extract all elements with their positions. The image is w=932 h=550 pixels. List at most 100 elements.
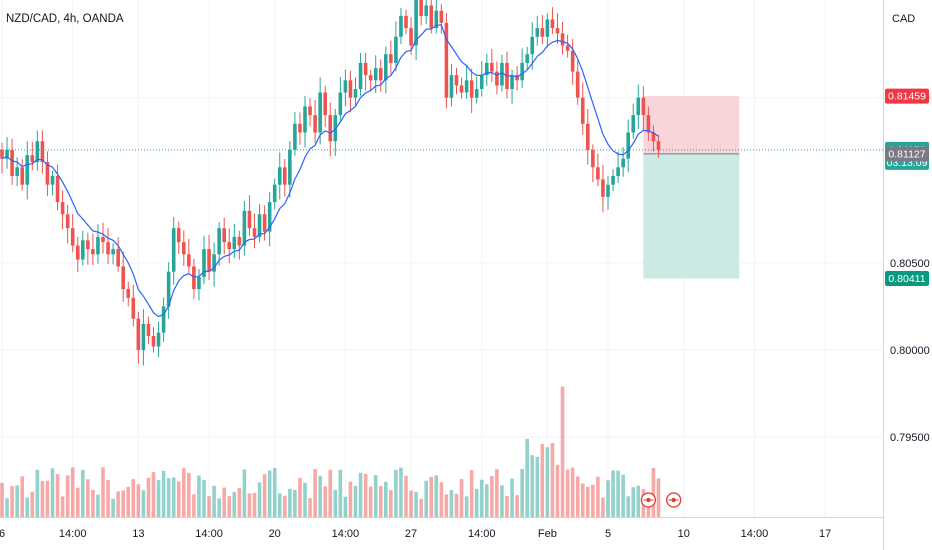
candle-body (631, 115, 636, 133)
volume-bar (626, 496, 630, 517)
price-tick-label: 0.79500 (890, 432, 930, 444)
volume-bar (575, 476, 580, 517)
time-tick-label: 14:00 (332, 528, 360, 540)
candle-body (510, 75, 514, 89)
volume-bar (429, 476, 434, 517)
candle-body (277, 167, 282, 185)
time-axis[interactable]: 6 14:00 13 14:00 20 14:00 27 14:00 Feb 5 10 14:00 17 (0, 528, 831, 540)
volume-bar (580, 483, 585, 517)
volume-bar (570, 467, 575, 517)
volume-bar (20, 476, 24, 517)
candle-body (242, 210, 247, 246)
volume-bar (474, 488, 479, 517)
volume-bar (651, 468, 656, 517)
time-tick-label: 14:00 (741, 528, 769, 540)
candle-body (237, 236, 242, 246)
candle-body (151, 336, 156, 347)
volume-bar (444, 494, 449, 517)
time-tick-label: 14:00 (195, 528, 223, 540)
time-tick-label: Feb (538, 528, 557, 540)
candle-body (651, 132, 656, 142)
candle-body (328, 115, 333, 142)
candle-body (500, 62, 504, 86)
stop-price-badge (885, 88, 929, 104)
volume-bar (591, 484, 595, 517)
volume-bar (328, 469, 333, 517)
volume-bar (323, 486, 327, 517)
volume-bar (50, 468, 55, 517)
entry-price-badge (885, 146, 929, 162)
candle-body (197, 276, 201, 290)
volume-bar (389, 490, 393, 517)
target-price-badge-text: 0.80411 (888, 273, 925, 285)
candle-body (176, 228, 181, 243)
volume-bar (247, 493, 252, 517)
volume-bar (262, 474, 267, 517)
candle-body (424, 5, 428, 16)
volume-bar (419, 498, 423, 517)
candle-body (454, 75, 459, 86)
candle-body (166, 271, 171, 307)
currency-label: CAD (892, 13, 915, 25)
candle-body (86, 240, 90, 250)
volume-bar (171, 477, 176, 517)
volume-bar (384, 481, 388, 517)
candle-body (156, 332, 161, 347)
volume-bar (495, 469, 499, 517)
candle-body (384, 54, 388, 81)
take-profit-zone[interactable] (643, 153, 740, 279)
candle-body (101, 236, 105, 243)
volume-bar (277, 493, 282, 517)
volume-bar (70, 467, 75, 517)
candle-body (565, 45, 570, 51)
volume-bar (131, 479, 136, 517)
volume-bar (81, 469, 85, 517)
candle-body (621, 158, 625, 168)
candle-body (247, 210, 252, 229)
event-markers[interactable] (640, 492, 682, 508)
candle-body (333, 115, 338, 142)
target-price-badge (885, 270, 929, 286)
volume-bar (197, 475, 201, 517)
candle-body (70, 228, 75, 246)
candle-body (131, 297, 136, 319)
short-position-tool[interactable] (643, 96, 740, 279)
volume-bar (358, 472, 363, 517)
volume-bar (202, 480, 206, 517)
candle-body (378, 68, 383, 81)
event-marker-icon[interactable] (666, 492, 682, 508)
candle-body (399, 15, 403, 37)
candle-body (439, 10, 444, 23)
candle-body (81, 240, 85, 260)
candle-body (646, 115, 651, 133)
time-tick-label: 13 (132, 528, 144, 540)
time-tick-label: 5 (605, 528, 611, 540)
event-marker-icon[interactable] (640, 492, 657, 508)
volume-bar (459, 478, 464, 517)
volume-bar (126, 486, 131, 517)
candle-body (338, 92, 343, 116)
candle-body (283, 167, 287, 185)
candle-body (121, 266, 125, 290)
candle-body (298, 123, 302, 133)
candle-body (91, 249, 95, 255)
candle-body (389, 54, 393, 63)
candle-body (469, 80, 474, 98)
candle-body (303, 106, 307, 133)
candle-body (257, 214, 262, 237)
volume-bar (586, 486, 590, 517)
candle-body (323, 92, 327, 116)
volume-bar (520, 469, 524, 517)
volume-bar (394, 469, 398, 517)
volume-bar (217, 498, 221, 517)
candle-body (146, 323, 151, 337)
candle-body (368, 75, 373, 81)
candle-body (308, 106, 312, 116)
candle-body (444, 22, 449, 98)
volume-bar (510, 478, 514, 517)
candle-body (656, 141, 661, 150)
candle-body (540, 28, 545, 37)
volume-bar (298, 477, 302, 517)
